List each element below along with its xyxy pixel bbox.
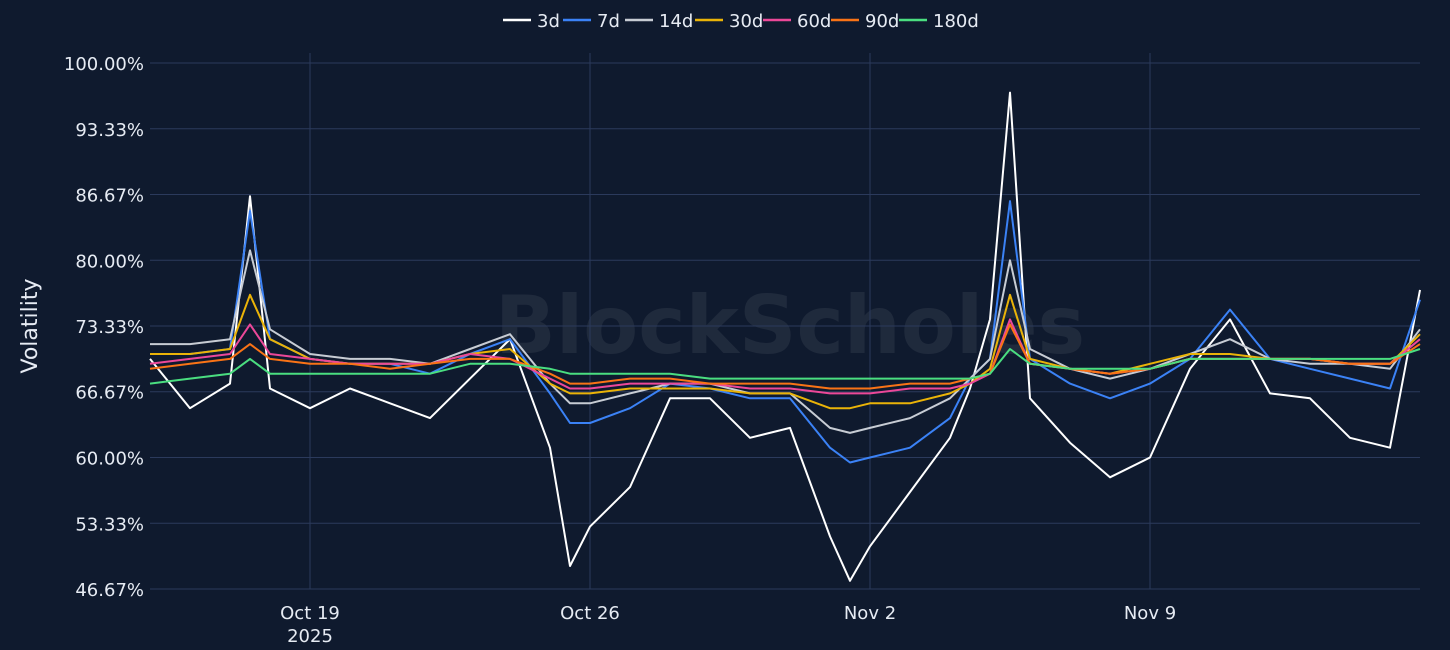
y-tick-label: 86.67%: [75, 185, 144, 206]
legend-item-90d[interactable]: 90d: [831, 11, 899, 32]
series-lines: [149, 91, 1421, 582]
series-line-3d: [149, 91, 1421, 582]
x-tick-label: Nov 9: [1124, 603, 1176, 624]
x-tick-label: Nov 2: [844, 603, 896, 624]
legend-label: 14d: [659, 11, 693, 32]
x-tick-label: Oct 26: [560, 603, 620, 624]
x-tick-label: Oct 19: [280, 603, 340, 624]
legend-item-7d[interactable]: 7d: [563, 11, 620, 32]
series-line-180d: [149, 348, 1421, 385]
y-tick-label: 100.00%: [64, 54, 144, 75]
x-tick-sublabel: 2025: [287, 626, 333, 647]
legend-item-60d[interactable]: 60d: [763, 11, 831, 32]
watermark: BlockScholes: [495, 279, 1085, 372]
legend-label: 30d: [729, 11, 763, 32]
legend-item-14d[interactable]: 14d: [625, 11, 693, 32]
y-tick-label: 53.33%: [75, 514, 144, 535]
legend-item-30d[interactable]: 30d: [695, 11, 763, 32]
y-axis-ticks: 46.67% 53.33% 60.00% 66.67% 73.33% 80.00% 86.6…: [64, 54, 144, 601]
legend-item-3d[interactable]: 3d: [503, 11, 560, 32]
legend-label: 90d: [865, 11, 899, 32]
gridlines: [150, 53, 1420, 590]
y-tick-label: 93.33%: [75, 120, 144, 141]
y-tick-label: 60.00%: [75, 449, 144, 470]
y-axis-title: Volatility: [18, 278, 43, 373]
y-tick-label: 46.67%: [75, 580, 144, 601]
legend-item-180d[interactable]: 180d: [899, 11, 979, 32]
y-tick-label: 66.67%: [75, 383, 144, 404]
legend: 3d 7d 14d 30d 60d 90d 180d: [503, 11, 979, 32]
y-tick-label: 73.33%: [75, 317, 144, 338]
legend-label: 180d: [933, 11, 979, 32]
legend-label: 3d: [537, 11, 560, 32]
legend-label: 60d: [797, 11, 831, 32]
y-tick-label: 80.00%: [75, 251, 144, 272]
legend-label: 7d: [597, 11, 620, 32]
